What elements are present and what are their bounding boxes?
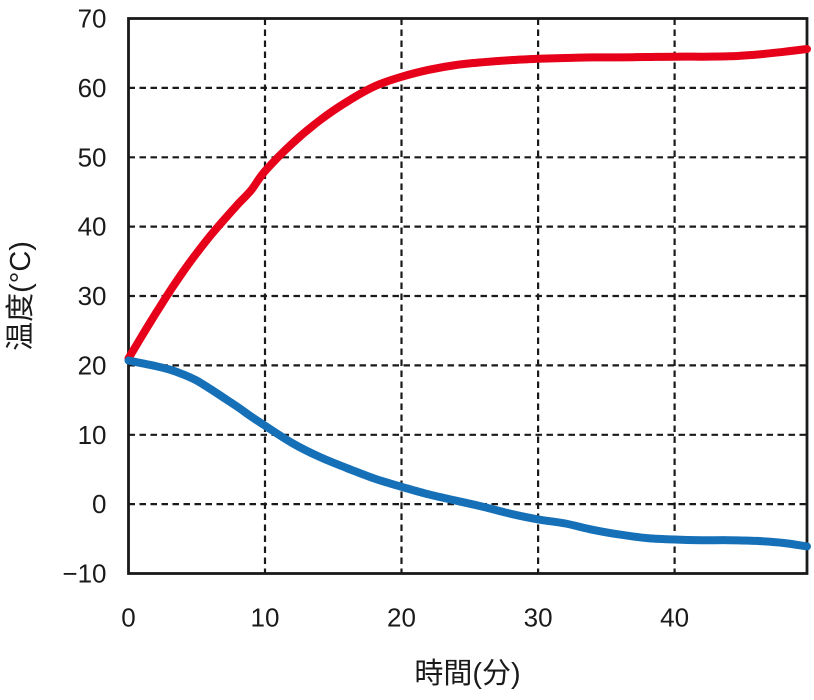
x-tick-label-40: 40 bbox=[660, 603, 689, 633]
x-tick-label-10: 10 bbox=[251, 603, 280, 633]
x-tick-label-0: 0 bbox=[121, 603, 135, 633]
blue-series-line bbox=[124, 356, 811, 551]
x-tick-label-30: 30 bbox=[524, 603, 553, 633]
y-axis-tick-labels: −10 0 10 20 30 40 50 60 70 bbox=[62, 4, 106, 589]
y-tick-label-50: 50 bbox=[78, 142, 107, 172]
y-axis-title: 温度(°C) bbox=[4, 241, 37, 351]
y-tick-label-70: 70 bbox=[78, 4, 107, 34]
x-axis-title: 時間(分) bbox=[414, 657, 520, 690]
y-tick-label-40: 40 bbox=[78, 212, 107, 242]
y-tick-label-30: 30 bbox=[78, 281, 107, 311]
series-lines bbox=[124, 45, 811, 551]
x-axis-tick-labels: 0 10 20 30 40 bbox=[121, 603, 689, 633]
y-tick-label-60: 60 bbox=[78, 73, 107, 103]
y-tick-label-10: 10 bbox=[78, 420, 107, 450]
plot-border bbox=[127, 17, 809, 575]
gridlines bbox=[128, 18, 807, 574]
red-series-line bbox=[124, 45, 811, 363]
y-tick-label-0: 0 bbox=[92, 489, 106, 519]
x-tick-label-20: 20 bbox=[387, 603, 416, 633]
y-tick-label-20: 20 bbox=[78, 350, 107, 380]
y-tick-label--10: −10 bbox=[62, 559, 106, 589]
